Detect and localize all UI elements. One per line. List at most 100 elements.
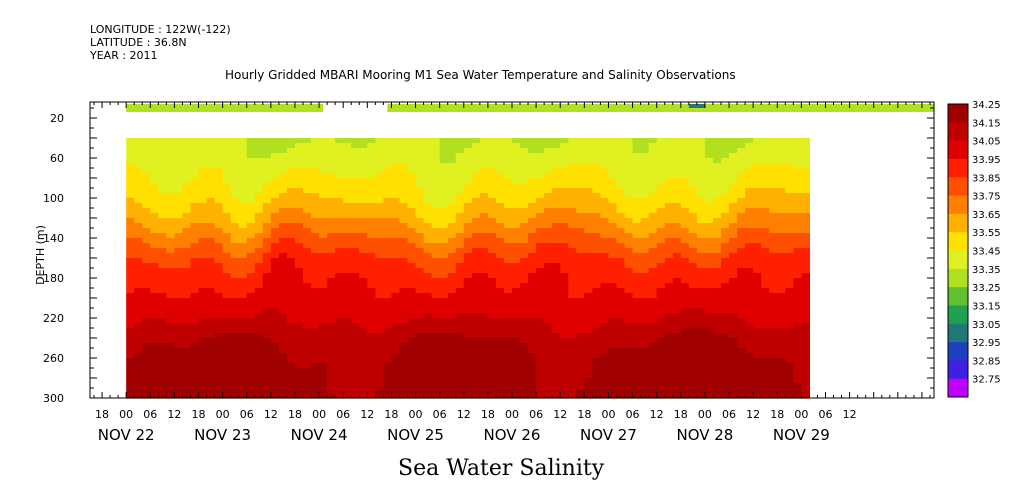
heatmap-cell: [495, 273, 505, 279]
heatmap-cell: [439, 163, 449, 169]
heatmap-cell: [793, 138, 802, 144]
heatmap-cell: [351, 383, 360, 389]
heatmap-cell: [230, 318, 240, 324]
heatmap-cell: [182, 378, 192, 384]
heatmap-cell: [198, 163, 208, 169]
heatmap-cell: [278, 153, 288, 159]
heatmap-cell: [367, 273, 376, 279]
heatmap-cell: [415, 333, 425, 339]
heatmap-cell: [528, 248, 537, 254]
heatmap-cell: [383, 268, 393, 274]
heatmap-cell: [335, 318, 344, 324]
heatmap-cell: [198, 238, 208, 244]
heatmap-cell: [174, 148, 184, 154]
heatmap-cell: [664, 183, 674, 189]
heatmap-cell: [704, 223, 714, 229]
heatmap-cell: [294, 198, 304, 204]
heatmap-cell: [801, 188, 811, 194]
heatmap-cell: [479, 178, 489, 184]
heatmap-cell: [174, 243, 184, 249]
heatmap-cell: [343, 223, 352, 229]
heatmap-cell: [680, 168, 690, 174]
heatmap-cell: [254, 218, 264, 224]
heatmap-cell: [648, 248, 658, 254]
heatmap-cell: [343, 278, 352, 284]
heatmap-cell: [286, 233, 296, 239]
heatmap-cell: [712, 143, 722, 149]
heatmap-cell: [230, 183, 240, 189]
heatmap-cell: [463, 303, 473, 309]
heatmap-cell: [311, 298, 320, 304]
heatmap-cell: [624, 303, 634, 309]
heatmap-cell: [447, 328, 457, 334]
heatmap-cell: [785, 208, 794, 214]
heatmap-cell: [753, 153, 762, 159]
heatmap-cell: [439, 353, 449, 359]
heatmap-cell: [672, 378, 682, 384]
heatmap-cell: [431, 163, 441, 169]
heatmap-cell: [126, 208, 135, 214]
heatmap-cell: [431, 243, 441, 249]
heatmap-cell: [664, 358, 674, 364]
heatmap-cell: [696, 368, 706, 374]
heatmap-cell: [206, 303, 216, 309]
heatmap-cell: [286, 353, 296, 359]
heatmap-cell: [174, 353, 184, 359]
heatmap-cell: [327, 333, 336, 339]
heatmap-cell: [512, 138, 521, 144]
heatmap-cell: [134, 298, 143, 304]
heatmap-cell: [640, 358, 650, 364]
heatmap-cell: [640, 313, 650, 319]
heatmap-cell: [447, 338, 457, 344]
heatmap-cell: [769, 318, 778, 324]
heatmap-cell: [214, 183, 224, 189]
heatmap-cell: [254, 273, 264, 279]
heatmap-cell: [745, 383, 754, 389]
heatmap-cell: [624, 243, 634, 249]
heatmap-cell: [230, 163, 240, 169]
heatmap-cell: [761, 168, 770, 174]
heatmap-cell: [351, 388, 360, 394]
heatmap-cell: [399, 163, 409, 169]
heatmap-cell: [560, 258, 569, 264]
heatmap-cell: [672, 348, 682, 354]
heatmap-cell: [150, 383, 159, 389]
heatmap-cell: [254, 248, 264, 254]
heatmap-cell: [552, 308, 561, 314]
heatmap-cell: [150, 143, 159, 149]
heatmap-cell: [399, 173, 409, 179]
heatmap-cell: [399, 298, 409, 304]
heatmap-cell: [680, 153, 690, 159]
heatmap-cell: [431, 283, 441, 289]
heatmap-cell: [439, 148, 449, 154]
heatmap-cell: [520, 268, 529, 274]
heatmap-cell: [471, 263, 481, 269]
heatmap-cell: [592, 273, 602, 279]
heatmap-cell: [319, 198, 328, 204]
heatmap-cell: [134, 323, 143, 329]
heatmap-cell: [704, 308, 714, 314]
heatmap-cell: [785, 323, 794, 329]
heatmap-cell: [303, 163, 312, 169]
heatmap-cell: [270, 263, 280, 269]
heatmap-cell: [471, 348, 481, 354]
heatmap-cell: [327, 173, 336, 179]
heatmap-cell: [729, 368, 738, 374]
heatmap-cell: [520, 173, 529, 179]
heatmap-cell: [230, 248, 240, 254]
heatmap-cell: [351, 363, 360, 369]
heatmap-cell: [375, 213, 384, 219]
heatmap-cell: [206, 358, 216, 364]
heatmap-cell: [391, 303, 401, 309]
heatmap-cell: [552, 378, 561, 384]
heatmap-cell: [351, 283, 360, 289]
heatmap-cell: [745, 153, 754, 159]
heatmap-cell: [616, 183, 626, 189]
heatmap-cell: [238, 283, 248, 289]
heatmap-cell: [319, 263, 328, 269]
heatmap-cell: [479, 373, 489, 379]
heatmap-cell: [793, 203, 802, 209]
heatmap-cell: [303, 308, 312, 314]
heatmap-cell: [423, 198, 433, 204]
heatmap-cell: [576, 223, 585, 229]
